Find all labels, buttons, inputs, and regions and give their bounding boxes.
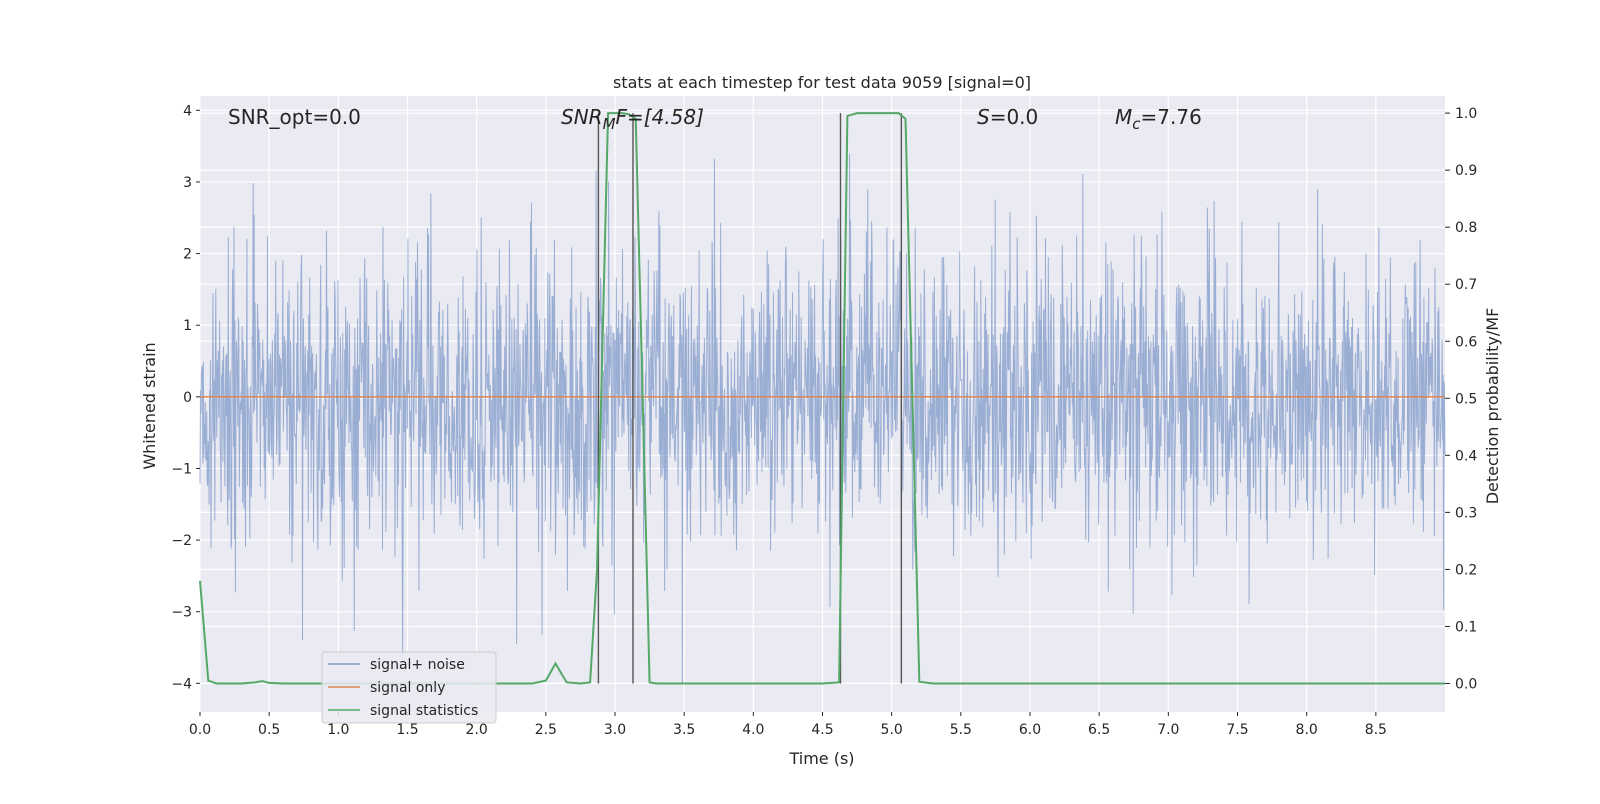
legend: signal+ noise signal only signal statist…	[321, 651, 497, 724]
annotation-mc: Mc=7.76	[1115, 105, 1202, 133]
annotation-mc-text: =7.76	[1141, 105, 1202, 129]
x-tick-label: 3.0	[604, 722, 626, 738]
legend-box	[321, 651, 497, 724]
annotation-mc-symbol: M	[1115, 105, 1132, 129]
signal-statistics-series	[199, 112, 1445, 685]
legend-label-signal-only: signal only	[370, 680, 445, 696]
y-tick-label: −3	[171, 605, 192, 621]
y-tick-label: −4	[171, 676, 192, 692]
x-axis-label: Time (s)	[788, 749, 854, 768]
annotation-snr-opt: SNR_opt=0.0	[228, 105, 361, 129]
y-axis-label: Whitened strain	[140, 342, 159, 469]
y-right-tick-label: 0.4	[1455, 448, 1477, 464]
x-tick-label: 7.5	[1226, 722, 1248, 738]
y-right-axis-label: Detection probability/MF	[1483, 308, 1502, 505]
x-tick-labels: 0.0 0.5 1.0 1.5 2.0 2.5 3.0 3.5 4.0 4.5 5.0 5.5 6.0 6…	[189, 712, 1387, 738]
y-right-tick-label: 0.1	[1455, 619, 1477, 635]
x-tick-label: 7.0	[1157, 722, 1179, 738]
annotation-snr-mf-subscript: M	[603, 115, 616, 133]
legend-label-noise: signal+ noise	[370, 657, 465, 673]
y-right-tick-label: 0.5	[1455, 391, 1477, 407]
x-tick-label: 4.5	[811, 722, 833, 738]
y-right-tick-label: 0.3	[1455, 505, 1477, 521]
x-tick-label: 3.5	[673, 722, 695, 738]
y-tick-labels: −4 −3 −2 −1 0 1 2 3 4	[171, 103, 200, 692]
x-tick-label: 5.5	[950, 722, 972, 738]
y-right-tick-label: 1.0	[1455, 106, 1477, 122]
y-tick-label: 1	[183, 318, 192, 334]
annotation-snr-mf-text: F=[4.58]	[616, 105, 704, 129]
y-tick-label: −1	[171, 461, 192, 477]
x-tick-label: 0.5	[258, 722, 280, 738]
x-tick-label: 2.0	[466, 722, 488, 738]
x-tick-label: 5.0	[881, 722, 903, 738]
x-tick-label: 2.5	[535, 722, 557, 738]
x-tick-label: 1.0	[327, 722, 349, 738]
y-right-tick-labels: 0.0 0.1 0.2 0.3 0.4 0.5 0.6 0.7 0.8 0.9 1.0	[1445, 106, 1477, 692]
x-tick-label: 8.5	[1365, 722, 1387, 738]
y-right-tick-label: 0.9	[1455, 163, 1477, 179]
y-right-tick-label: 0.0	[1455, 676, 1477, 692]
y-tick-label: 4	[183, 103, 192, 119]
y-right-tick-label: 0.6	[1455, 334, 1477, 350]
y-tick-label: 3	[183, 175, 192, 191]
annotation-snr-mf-symbol: SNR	[561, 105, 603, 129]
signal-statistics-line	[199, 112, 1445, 685]
y-tick-label: 0	[183, 390, 192, 406]
y-right-tick-label: 0.8	[1455, 220, 1477, 236]
y-right-tick-label: 0.7	[1455, 277, 1477, 293]
x-tick-label: 6.0	[1019, 722, 1041, 738]
x-tick-label: 0.0	[189, 722, 211, 738]
x-tick-label: 1.5	[396, 722, 418, 738]
y-tick-label: 2	[183, 247, 192, 263]
x-tick-label: 6.5	[1088, 722, 1110, 738]
y-right-tick-label: 0.2	[1455, 562, 1477, 578]
annotation-mc-subscript: c	[1132, 115, 1141, 133]
annotation-s: S=0.0	[977, 105, 1038, 129]
chart-title: stats at each timestep for test data 905…	[613, 73, 1031, 92]
x-tick-label: 4.0	[742, 722, 764, 738]
legend-label-statistics: signal statistics	[370, 703, 478, 719]
grid	[199, 96, 1445, 712]
annotation-snr-mf: SNRMF=[4.58]	[561, 105, 704, 133]
annotation-s-text: =0.0	[990, 105, 1039, 129]
x-tick-label: 8.0	[1296, 722, 1318, 738]
annotation-s-symbol: S	[977, 105, 990, 129]
y-tick-label: −2	[171, 533, 192, 549]
